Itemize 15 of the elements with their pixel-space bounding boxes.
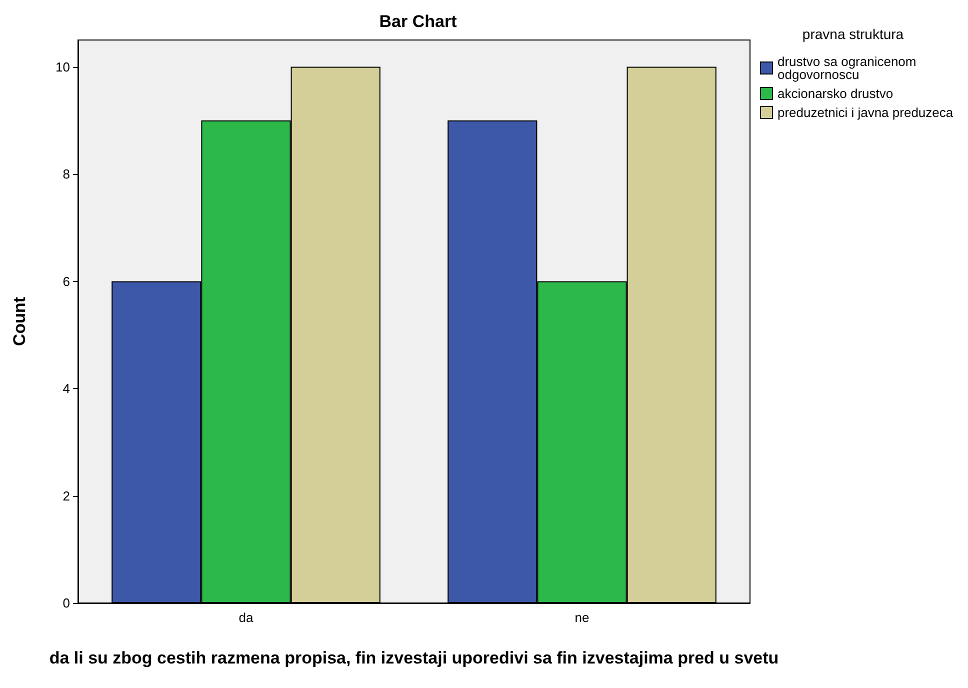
y-axis-title: Count — [10, 296, 29, 346]
legend-label: preduzetnici i javna preduzeca — [778, 105, 954, 120]
x-axis-title: da li su zbog cestih razmena propisa, fin izvestaji uporedivi sa fin izvestajima pred u svetu — [49, 648, 779, 668]
y-tick-label: 10 — [56, 59, 70, 74]
y-tick-label: 0 — [62, 596, 70, 610]
y-tick-label: 6 — [62, 274, 70, 289]
y-tick-label: 8 — [62, 166, 70, 182]
x-tick-label: ne — [574, 610, 590, 625]
chart-title: Bar Chart — [379, 12, 458, 31]
y-tick-label: 2 — [62, 488, 70, 504]
legend-label: drustvo sa ogranicenom odgovornoscu — [778, 54, 920, 82]
legend-title: pravna struktura — [802, 26, 904, 42]
x-tick-label: da — [238, 610, 254, 625]
legend-label: akcionarsko drustvo — [778, 86, 894, 101]
y-tick-label: 4 — [62, 381, 70, 396]
